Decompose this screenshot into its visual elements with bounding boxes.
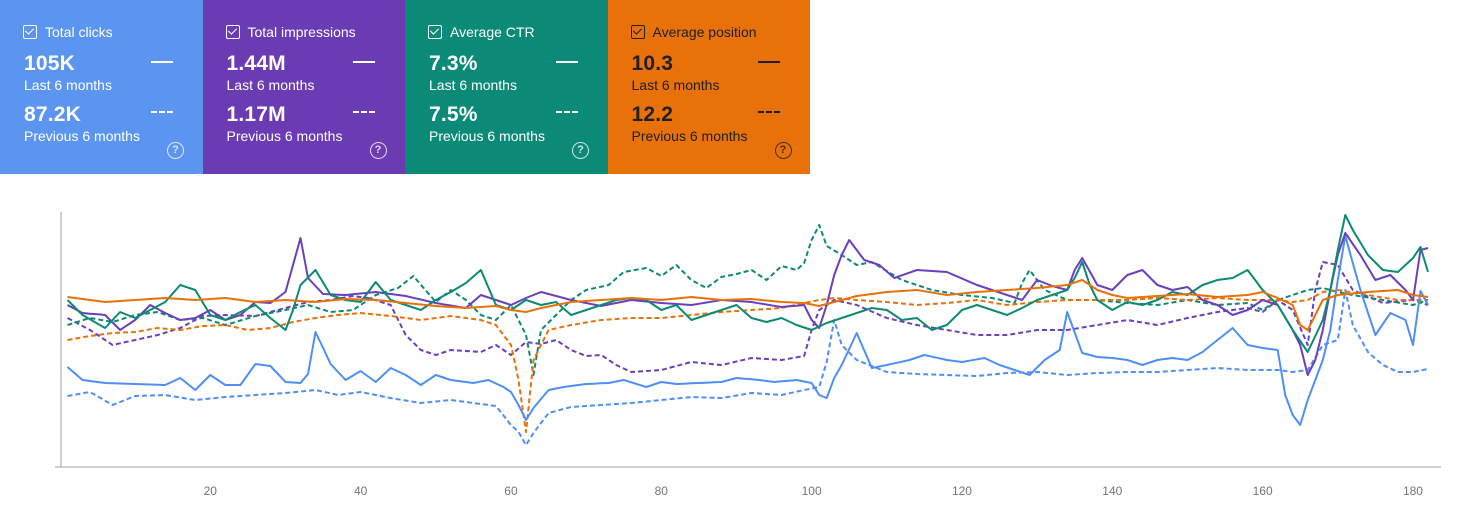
current-period: Last 6 months — [631, 77, 720, 93]
series-line-position-last — [67, 279, 1429, 331]
previous-metric: 87.2K Previous 6 months — [24, 103, 183, 144]
series-line-impressions-last — [67, 232, 1429, 376]
x-tick-label-60: 60 — [504, 484, 518, 498]
dashed-line-icon — [555, 111, 578, 113]
series-line-clicks-previous — [67, 289, 1429, 446]
x-tick-label-40: 40 — [354, 484, 368, 498]
previous-period: Previous 6 months — [429, 128, 545, 144]
checkbox-icon[interactable] — [23, 25, 37, 39]
solid-line-icon — [150, 61, 173, 63]
current-metric: 7.3% Last 6 months — [429, 52, 588, 93]
current-value: 1.44M — [226, 52, 286, 75]
help-icon[interactable]: ? — [774, 142, 792, 159]
card-header: Average CTR — [428, 24, 535, 40]
performance-line-chart[interactable]: 20 40 60 80 100 120 140 160 180 — [0, 176, 1482, 517]
x-tick-label-120: 120 — [952, 484, 972, 498]
chart-axes — [55, 212, 1441, 468]
dashed-line-icon — [758, 111, 780, 113]
x-tick-label-100: 100 — [802, 484, 822, 498]
card-title: Total impressions — [247, 24, 356, 40]
previous-value: 1.17M — [226, 103, 286, 126]
checkbox-icon[interactable] — [630, 25, 645, 39]
x-tick-label-140: 140 — [1102, 484, 1122, 498]
help-icon[interactable]: ? — [167, 142, 184, 159]
previous-period: Previous 6 months — [226, 128, 343, 144]
previous-period: Previous 6 months — [24, 128, 140, 144]
card-title: Total clicks — [45, 24, 113, 40]
card-title: Average position — [652, 24, 757, 40]
series-line-clicks-last — [66, 235, 1429, 426]
current-period: Last 6 months — [429, 77, 517, 93]
solid-line-icon — [555, 61, 578, 63]
card-total-impressions[interactable]: Total impressions 1.44M Last 6 months 1.… — [202, 0, 405, 174]
card-header: Total impressions — [225, 24, 356, 40]
checkbox-icon[interactable] — [428, 25, 442, 39]
current-value: 105K — [24, 52, 76, 75]
current-value: 7.3% — [429, 52, 478, 75]
x-axis-ticks: 20 40 60 80 100 120 140 160 180 — [204, 484, 1424, 498]
help-icon[interactable]: ? — [369, 142, 387, 159]
x-tick-label-180: 180 — [1403, 484, 1423, 498]
dashed-line-icon — [150, 111, 173, 113]
previous-metric: 12.2 Previous 6 months — [632, 103, 791, 144]
current-period: Last 6 months — [24, 77, 112, 93]
current-metric: 10.3 Last 6 months — [632, 52, 791, 93]
card-average-ctr[interactable]: Average CTR 7.3% Last 6 months 7.5% Prev… — [405, 0, 608, 174]
x-tick-label-20: 20 — [204, 484, 218, 498]
help-icon[interactable]: ? — [572, 142, 589, 159]
checkbox-icon[interactable] — [225, 25, 240, 39]
dashed-line-icon — [353, 111, 375, 113]
current-metric: 1.44M Last 6 months — [227, 52, 386, 93]
solid-line-icon — [353, 61, 375, 63]
x-tick-label-160: 160 — [1253, 484, 1273, 498]
current-value: 10.3 — [631, 52, 674, 75]
chart-series — [66, 214, 1429, 446]
series-line-ctr-last — [66, 214, 1429, 353]
previous-value: 12.2 — [631, 103, 674, 126]
card-average-position[interactable]: Average position 10.3 Last 6 months 12.2… — [607, 0, 810, 174]
previous-period: Previous 6 months — [631, 128, 748, 144]
x-tick-label-80: 80 — [655, 484, 669, 498]
current-metric: 105K Last 6 months — [24, 52, 183, 93]
card-header: Total clicks — [23, 24, 113, 40]
solid-line-icon — [758, 61, 780, 63]
metric-cards: Total clicks 105K Last 6 months 87.2K Pr… — [0, 0, 810, 174]
previous-value: 7.5% — [429, 103, 478, 126]
card-title: Average CTR — [450, 24, 535, 40]
previous-metric: 7.5% Previous 6 months — [429, 103, 588, 144]
card-header: Average position — [630, 24, 757, 40]
current-period: Last 6 months — [226, 77, 315, 93]
previous-value: 87.2K — [24, 103, 82, 126]
previous-metric: 1.17M Previous 6 months — [227, 103, 386, 144]
card-total-clicks[interactable]: Total clicks 105K Last 6 months 87.2K Pr… — [0, 0, 203, 174]
